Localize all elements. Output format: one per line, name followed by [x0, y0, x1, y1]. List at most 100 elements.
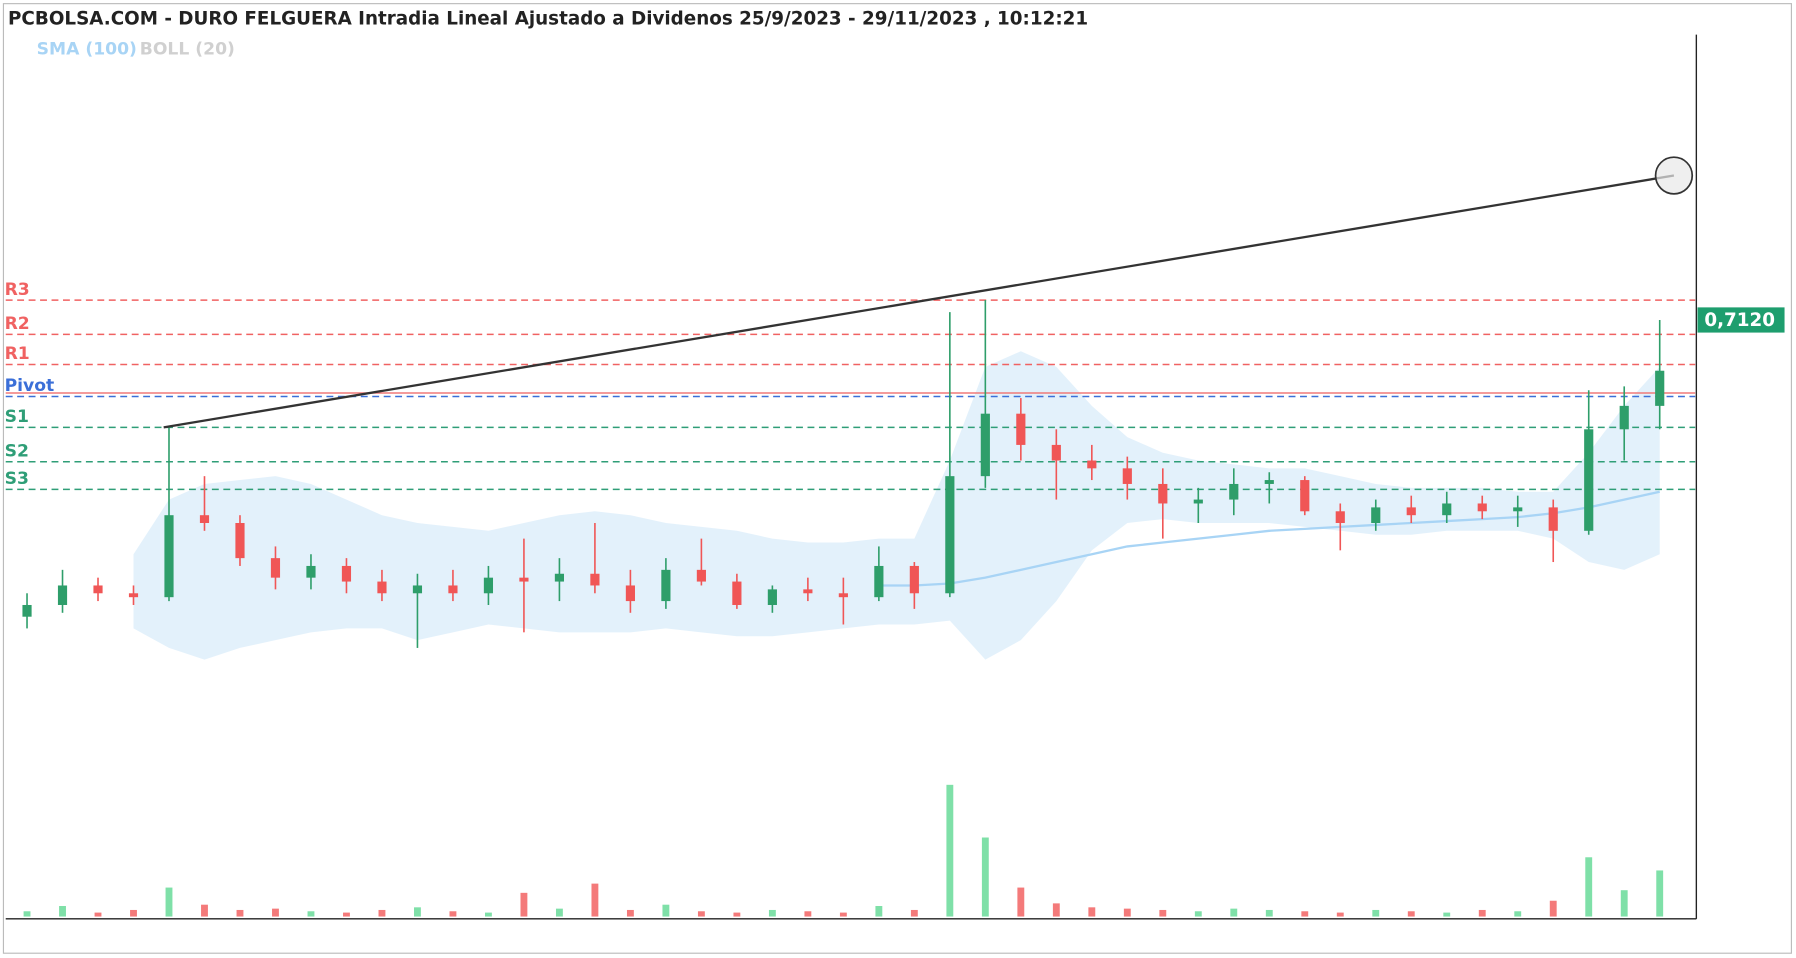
candle-body	[128, 593, 139, 598]
volume-bar	[1585, 857, 1593, 917]
volume-bar	[1017, 887, 1025, 917]
volume-bar	[520, 892, 528, 917]
last-price-label: 0,7120	[1704, 310, 1775, 331]
volume-bar	[1407, 911, 1415, 917]
volume-bar	[23, 911, 31, 917]
volume-bar	[662, 904, 670, 917]
volume-bar	[768, 909, 776, 917]
candle-body	[1158, 483, 1168, 504]
volume-bar	[1336, 912, 1344, 917]
candle-body	[1193, 499, 1203, 504]
volume-bar	[1052, 903, 1060, 917]
pivot-label: S3	[5, 469, 29, 489]
volume-bar	[946, 784, 954, 917]
candle-body	[1335, 511, 1345, 524]
candle-body	[1548, 507, 1558, 531]
candle-body	[625, 585, 635, 602]
volume-bar	[484, 912, 492, 917]
candle-body	[1619, 405, 1629, 430]
pivot-label: S2	[5, 441, 29, 461]
candle-body	[767, 589, 777, 605]
volume-bar	[343, 912, 350, 917]
candle-body	[164, 515, 174, 598]
volume-bar	[1301, 911, 1309, 917]
candle-body	[661, 569, 671, 602]
candle-body	[448, 585, 458, 594]
volume-bar	[1620, 890, 1628, 917]
volume-bar	[1194, 911, 1202, 917]
volume-bar	[307, 911, 315, 917]
volume-bar	[59, 906, 66, 917]
candle-body	[93, 585, 103, 594]
candle-body	[1406, 507, 1416, 516]
volume-bar	[555, 908, 563, 917]
candle-body	[1371, 507, 1381, 524]
bollinger-band	[133, 351, 1660, 660]
candle-body	[1122, 468, 1132, 484]
candle-body	[803, 589, 813, 594]
volume-bar	[1230, 908, 1238, 917]
volume-bar	[839, 912, 847, 917]
volume-bar	[910, 909, 918, 917]
volume-bar	[1372, 909, 1380, 917]
volume-bar	[130, 909, 137, 917]
candle-body	[554, 573, 565, 582]
candle-body	[57, 585, 68, 605]
legend-boll: BOLL (20)	[140, 39, 235, 59]
pivot-label: S1	[5, 407, 29, 427]
candle-body	[270, 558, 281, 578]
volume-bar	[165, 887, 173, 917]
volume-bar	[449, 911, 457, 917]
candle-body	[590, 573, 600, 586]
candle-body	[1051, 444, 1061, 461]
volume-bar	[1514, 911, 1522, 917]
candle-body	[1264, 480, 1274, 484]
pivot-label: R2	[5, 314, 30, 334]
candle-body	[483, 577, 494, 594]
candle-body	[1513, 507, 1523, 512]
volume-bar	[378, 909, 386, 917]
sma-line	[878, 490, 1660, 587]
candle-body	[1477, 503, 1487, 512]
volume-bar	[201, 904, 208, 917]
candle-body	[874, 565, 884, 598]
candle-body	[22, 604, 32, 617]
candle-body	[1442, 503, 1452, 516]
candle-body	[1087, 460, 1097, 469]
candle-body	[980, 413, 990, 477]
volume-bar	[1478, 909, 1486, 917]
volume-bar	[272, 908, 279, 917]
pivot-label: Pivot	[5, 376, 55, 396]
candle-body	[1229, 483, 1239, 500]
volume-bar	[697, 911, 705, 917]
volume-bar	[804, 911, 812, 917]
candle-body	[1655, 370, 1665, 406]
candle-body	[732, 581, 742, 605]
frame	[2, 3, 1792, 954]
candle-body	[341, 565, 352, 582]
candle-body	[1016, 413, 1026, 445]
volume-bar	[1656, 870, 1664, 917]
volume-bar	[236, 909, 244, 917]
volume-bar	[1123, 908, 1131, 917]
candle-body	[909, 565, 919, 594]
volume-bar	[875, 906, 883, 917]
candle-body	[945, 476, 955, 594]
volume-bar	[1443, 912, 1451, 917]
volume-bar	[94, 912, 102, 917]
candle-body	[1300, 480, 1310, 512]
volume-bar	[1159, 909, 1167, 917]
volume-bar	[981, 837, 989, 917]
candle-body	[306, 565, 316, 578]
legend-sma: SMA (100)	[37, 39, 137, 59]
volume-bar	[626, 909, 634, 917]
candle-body	[235, 523, 245, 559]
candle-body	[1584, 429, 1594, 531]
volume-bar	[414, 907, 421, 917]
volume-bar	[1088, 907, 1096, 917]
trendline	[163, 174, 1675, 429]
candle-body	[377, 581, 387, 594]
candle-body	[696, 569, 706, 582]
volume-bar	[1549, 900, 1557, 917]
